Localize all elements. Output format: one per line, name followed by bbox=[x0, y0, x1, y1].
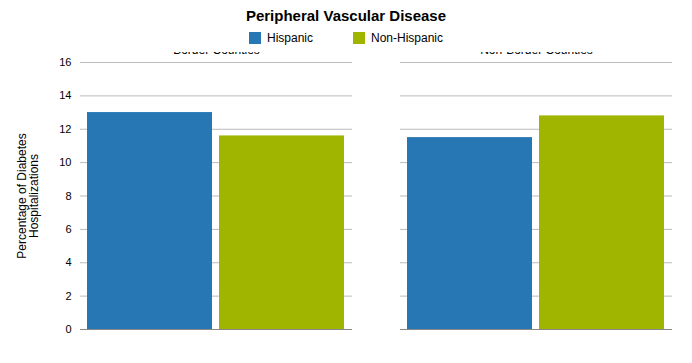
svg-text:0: 0 bbox=[65, 323, 71, 335]
svg-text:16: 16 bbox=[59, 56, 71, 68]
svg-text:6: 6 bbox=[65, 223, 71, 235]
svg-text:2: 2 bbox=[65, 290, 71, 302]
svg-text:Non-Border Counties: Non-Border Counties bbox=[480, 52, 593, 57]
html-text:Non-Hispanic: Non-Hispanic bbox=[371, 31, 443, 45]
svg-text:10: 10 bbox=[59, 156, 71, 168]
html-text:Hispanic: Hispanic bbox=[267, 31, 313, 45]
svg-text:4: 4 bbox=[65, 256, 71, 268]
html-text:Peripheral Vascular Disease: Peripheral Vascular Disease bbox=[245, 7, 447, 24]
svg-text:Percentage of DiabetesHospital: Percentage of DiabetesHospitalizations bbox=[15, 133, 41, 258]
svg-text:8: 8 bbox=[65, 190, 71, 202]
svg-text:Border Counties: Border Counties bbox=[173, 52, 260, 57]
svg-text:12: 12 bbox=[59, 123, 71, 135]
svg-text:14: 14 bbox=[59, 89, 71, 101]
